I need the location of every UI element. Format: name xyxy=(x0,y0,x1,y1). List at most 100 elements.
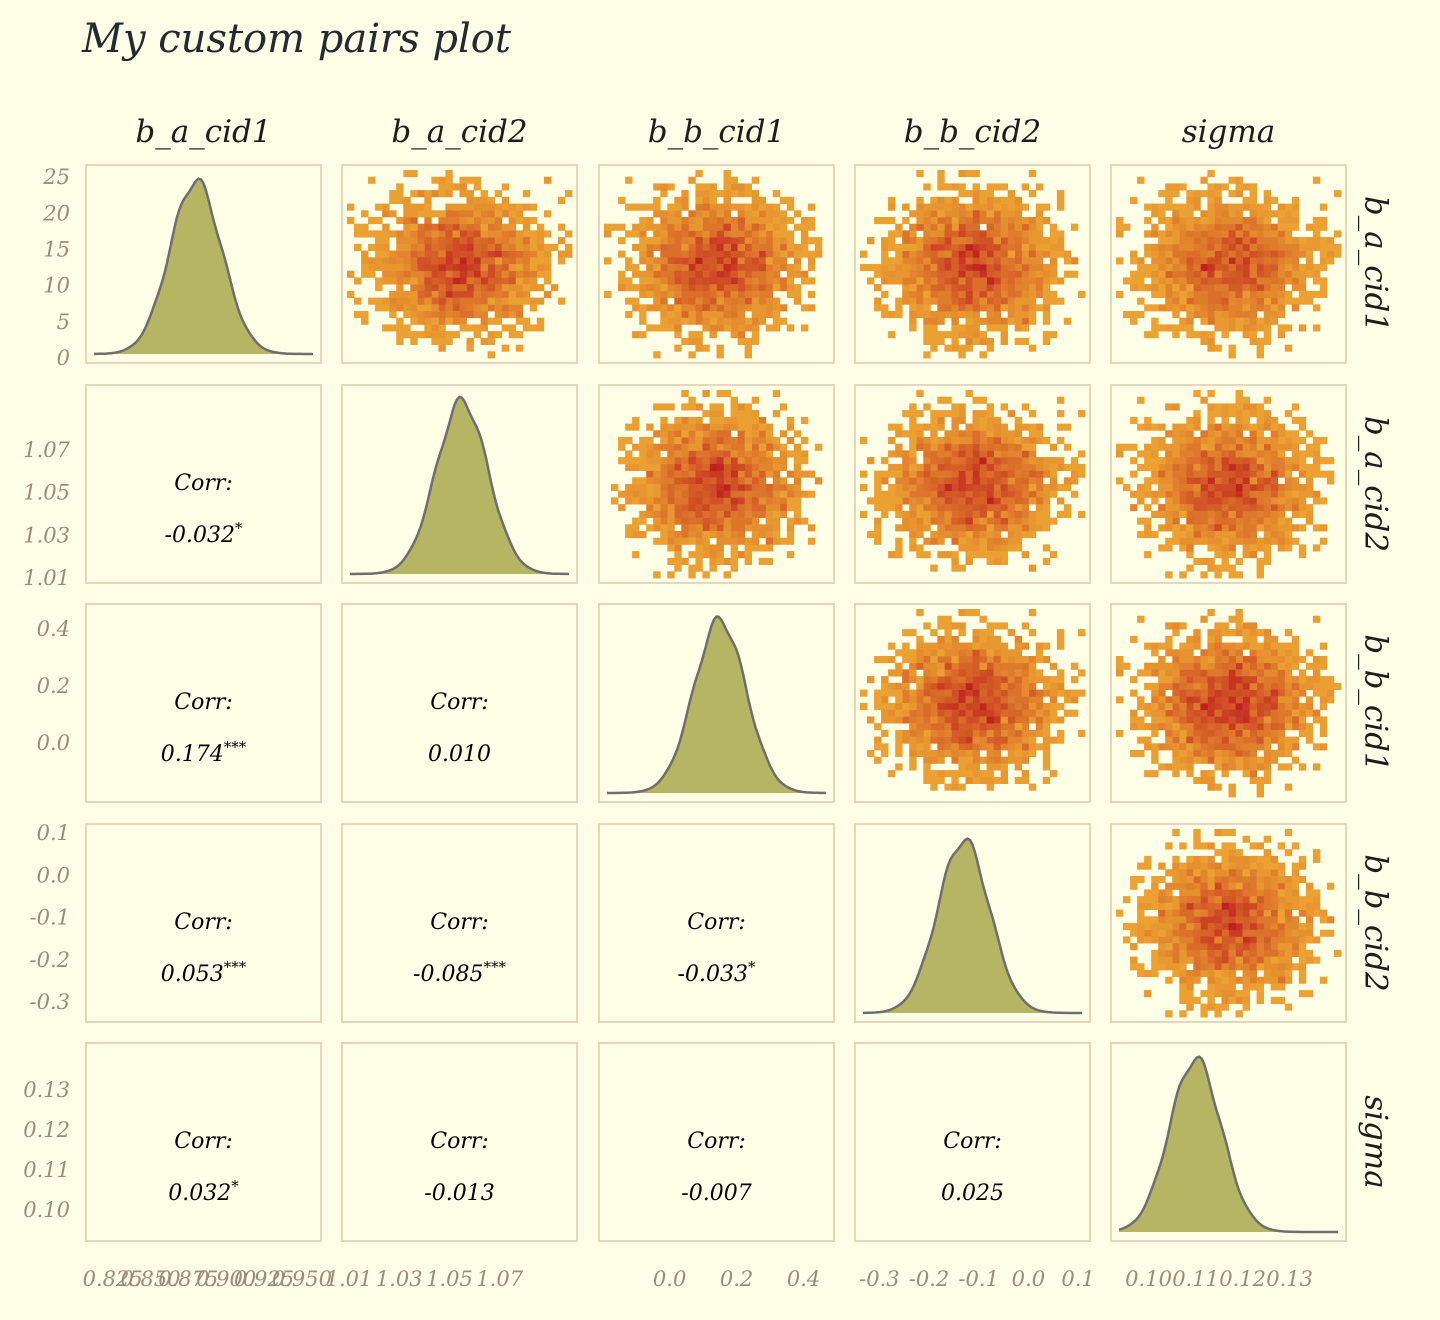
panel-border xyxy=(85,823,322,1023)
hist-bin xyxy=(1021,750,1030,758)
hist-bin xyxy=(993,243,1001,251)
hist-bin xyxy=(424,230,432,238)
hist-bin xyxy=(1277,250,1286,258)
hist-bin xyxy=(730,551,738,559)
hist-bin xyxy=(730,317,738,325)
hist-bin xyxy=(758,290,767,298)
hist-bin xyxy=(958,696,966,704)
hist-bin xyxy=(1284,410,1293,418)
hist-bin xyxy=(1242,635,1250,643)
hist-bin xyxy=(1284,250,1293,258)
hist-bin xyxy=(695,190,703,198)
hist-bin xyxy=(632,551,640,559)
hist-bin xyxy=(867,237,875,245)
hist-bin xyxy=(1263,835,1272,843)
hist-bin xyxy=(681,524,689,532)
hist-bin xyxy=(1312,223,1321,231)
hist-bin xyxy=(951,662,959,670)
hist-bin xyxy=(1277,723,1286,731)
hist-bin xyxy=(515,290,524,298)
hist-bin xyxy=(660,264,668,272)
hist-bin xyxy=(1249,635,1257,643)
panel-border xyxy=(598,603,835,803)
hist-bin xyxy=(1242,902,1250,910)
hist-bin xyxy=(473,290,481,298)
hist-bin xyxy=(1014,649,1023,657)
hist-bin xyxy=(1000,183,1008,191)
hist-bin xyxy=(895,250,903,258)
hist-bin xyxy=(1186,277,1194,285)
hist-bin xyxy=(965,504,973,512)
hist-bin xyxy=(1263,736,1272,744)
hist-bin xyxy=(501,324,510,332)
hist-bin xyxy=(930,564,938,572)
hist-bin xyxy=(1028,750,1037,758)
hist-bin xyxy=(1249,923,1257,931)
hist-bin xyxy=(751,264,760,272)
hist-bin xyxy=(1256,477,1264,485)
hist-bin xyxy=(1056,484,1065,492)
hist-bin xyxy=(1228,284,1236,292)
hist-bin xyxy=(972,729,980,737)
hist-bin xyxy=(466,311,474,319)
hist-bin xyxy=(909,723,917,731)
hist-bin xyxy=(508,264,517,272)
hist-bin xyxy=(1042,297,1051,305)
hist-bin xyxy=(1172,284,1180,292)
hist-bin xyxy=(1291,196,1300,204)
hist-bin xyxy=(1021,403,1030,411)
hist-bin xyxy=(403,270,411,278)
hist-bin xyxy=(951,484,959,492)
hist-bin xyxy=(1186,970,1194,978)
hist-bin xyxy=(888,230,896,238)
hist-bin xyxy=(1158,902,1166,910)
hist-bin xyxy=(529,304,538,312)
hist-bin xyxy=(965,437,973,445)
hist-bin xyxy=(382,264,390,272)
hist-bin xyxy=(1256,430,1264,438)
hist-bin xyxy=(424,331,432,339)
hist-bin xyxy=(1056,736,1065,744)
hist-bin xyxy=(909,504,917,512)
hist-bin xyxy=(1242,976,1250,984)
hist-bin xyxy=(1193,450,1201,458)
hist-bin xyxy=(639,517,647,525)
hist-bin xyxy=(1228,790,1236,798)
hist-bin xyxy=(930,783,938,791)
hist-bin xyxy=(1007,537,1016,545)
hist-bin xyxy=(751,217,760,225)
hist-bin xyxy=(459,290,467,298)
hist-bin xyxy=(681,477,689,485)
hist-bin xyxy=(1028,696,1037,704)
hist-bin xyxy=(1298,929,1307,937)
hist-bin xyxy=(1284,203,1293,211)
hist-bin xyxy=(445,277,453,285)
hist-bin xyxy=(751,223,760,231)
hist-bin xyxy=(1298,277,1307,285)
hist-bin xyxy=(923,284,931,292)
hist-bin xyxy=(681,450,689,458)
hist-bin xyxy=(730,304,738,312)
hist-bin xyxy=(1151,490,1159,498)
hist-bin xyxy=(937,396,945,404)
hist-bin xyxy=(1151,750,1159,758)
hist-bin xyxy=(1207,564,1215,572)
hist-bin xyxy=(958,682,966,690)
hist-bin xyxy=(1193,443,1201,451)
hist-bin xyxy=(1137,497,1145,505)
hist-bin xyxy=(487,270,495,278)
hist-bin xyxy=(1028,709,1037,717)
hist-bin xyxy=(860,510,868,518)
hist-bin xyxy=(744,304,752,312)
hist-bin xyxy=(979,524,987,532)
hist-bin xyxy=(1228,463,1236,471)
hist-bin xyxy=(1007,524,1016,532)
hist-bin xyxy=(1042,656,1051,664)
hist-bin xyxy=(424,237,432,245)
hist-bin xyxy=(895,682,903,690)
hist-bin xyxy=(1214,270,1222,278)
hist-bin xyxy=(1049,264,1058,272)
hist-bin xyxy=(459,176,467,184)
hist-bin xyxy=(1221,842,1229,850)
hist-bin xyxy=(1179,297,1187,305)
